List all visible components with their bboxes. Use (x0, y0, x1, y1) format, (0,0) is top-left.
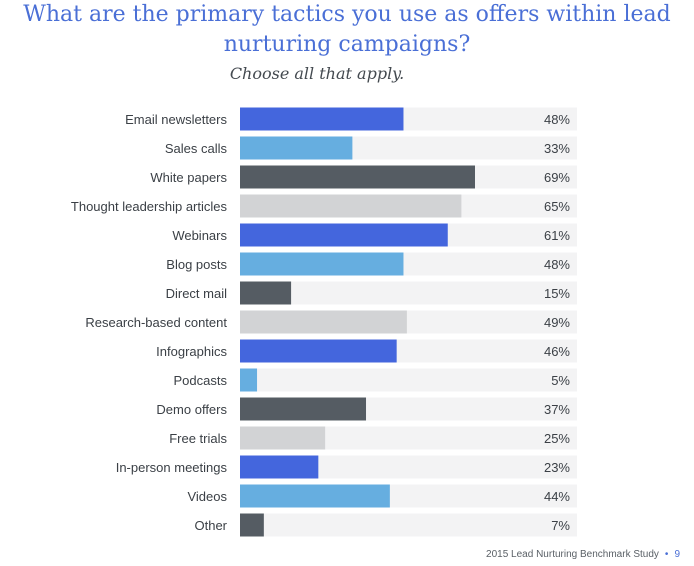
bar-demo-offers (240, 397, 367, 421)
bar-webinars (240, 223, 448, 247)
bar-infographics (240, 339, 397, 363)
value-label: 46% (544, 344, 570, 359)
value-label: 37% (544, 402, 570, 417)
value-label: 49% (544, 315, 570, 330)
footer-page-number: 9 (674, 549, 680, 560)
bar-blog-posts (240, 252, 404, 276)
value-label: 15% (544, 286, 570, 301)
value-label: 61% (544, 228, 570, 243)
category-label: Sales calls (165, 141, 228, 156)
category-label: Thought leadership articles (71, 199, 228, 214)
category-label: Research-based content (85, 315, 227, 330)
bar-direct-mail (240, 281, 292, 305)
value-label: 23% (544, 460, 570, 475)
value-label: 48% (544, 257, 570, 272)
value-label: 7% (551, 518, 570, 533)
value-label: 5% (551, 373, 570, 388)
category-label: Email newsletters (125, 112, 227, 127)
chart-title-line-2: nurturing campaigns? (223, 32, 471, 57)
value-label: 25% (544, 431, 570, 446)
category-label: Videos (187, 489, 227, 504)
value-label: 48% (544, 112, 570, 127)
bar-sales-calls (240, 136, 353, 160)
bar-in-person-meetings (240, 455, 319, 479)
value-label: 33% (544, 141, 570, 156)
category-label: Webinars (172, 228, 227, 243)
category-label: Free trials (169, 431, 227, 446)
chart-title-line-1: What are the primary tactics you use as … (23, 2, 671, 27)
footer: 2015 Lead Nurturing Benchmark Study • 9 (486, 549, 680, 560)
bar-track (240, 281, 577, 305)
bar-videos (240, 484, 390, 508)
bar-track (240, 513, 577, 537)
bar-track (240, 368, 577, 392)
category-label: Infographics (156, 344, 227, 359)
category-label: White papers (150, 170, 227, 185)
footer-separator-icon: • (664, 549, 669, 560)
category-label: Direct mail (166, 286, 228, 301)
value-label: 69% (544, 170, 570, 185)
chart-title: What are the primary tactics you use as … (0, 0, 694, 60)
category-label: Other (194, 518, 227, 533)
bar-thought-leadership-articles (240, 194, 462, 218)
value-label: 65% (544, 199, 570, 214)
chart-subtitle: Choose all that apply. (229, 64, 405, 83)
category-label: In-person meetings (116, 460, 228, 475)
bar-white-papers (240, 165, 475, 189)
bar-track (240, 455, 577, 479)
bar-free-trials (240, 426, 326, 450)
category-label: Blog posts (166, 257, 227, 272)
footer-study-name: 2015 Lead Nurturing Benchmark Study (486, 549, 659, 560)
bar-research-based-content (240, 310, 407, 334)
bar-podcasts (240, 368, 258, 392)
value-label: 44% (544, 489, 570, 504)
bar-email-newsletters (240, 107, 404, 131)
bar-other (240, 513, 264, 537)
category-label: Podcasts (174, 373, 228, 388)
category-label: Demo offers (156, 402, 227, 417)
